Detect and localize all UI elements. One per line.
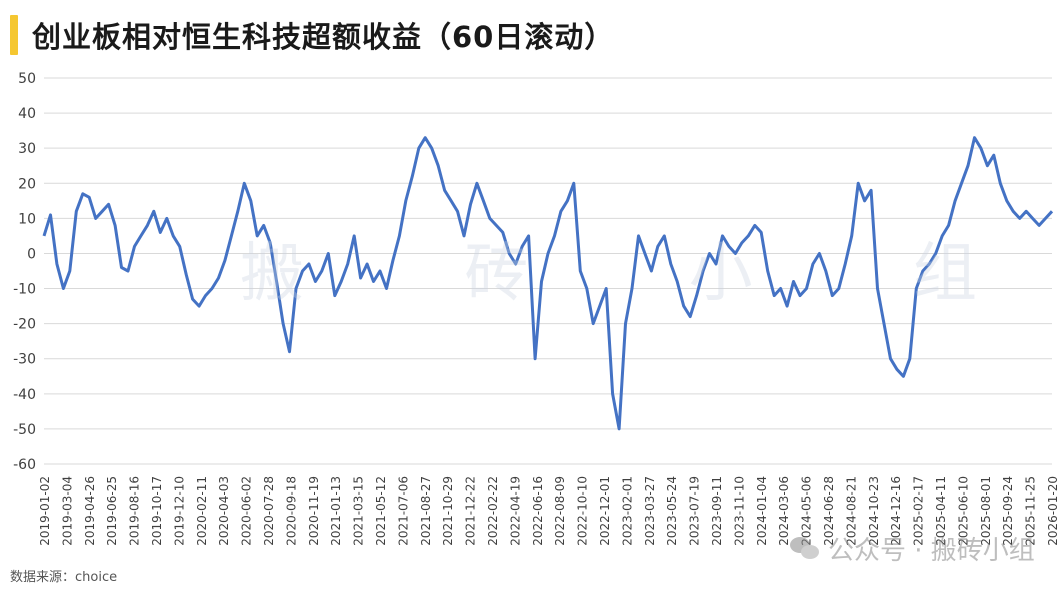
x-tick-label: 2024-06-28 [822,476,836,546]
x-tick-label: 2022-02-22 [486,476,500,546]
x-tick-label: 2022-06-16 [531,476,545,546]
wechat-icon [790,536,820,561]
y-tick-label: 50 [18,71,36,87]
x-tick-label: 2019-04-26 [83,476,97,546]
x-tick-label: 2024-10-23 [867,476,881,546]
x-tick-label: 2020-06-02 [240,476,254,546]
x-tick-label: 2025-11-25 [1024,476,1038,546]
x-tick-label: 2019-10-17 [150,476,164,546]
x-tick-label: 2019-03-04 [60,476,74,546]
chart-title: 创业板相对恒生科技超额收益（60日滚动） [32,20,615,54]
x-tick-label: 2026-01-20 [1046,476,1060,546]
x-tick-label: 2021-07-06 [396,476,410,546]
title-bar: 创业板相对恒生科技超额收益（60日滚动） [10,14,614,56]
x-tick-label: 2024-08-21 [844,476,858,546]
x-tick-label: 2021-01-13 [329,476,343,546]
x-tick-label: 2023-11-10 [732,476,746,546]
x-tick-label: 2021-05-12 [374,476,388,546]
x-tick-label: 2022-10-10 [576,476,590,546]
series-line [42,136,1054,431]
x-tick-label: 2022-08-09 [553,476,567,546]
x-tick-label: 2023-02-01 [620,476,634,546]
x-tick-label: 2023-09-11 [710,476,724,546]
x-tick-label: 2022-12-01 [598,476,612,546]
x-tick-label: 2023-05-24 [665,476,679,546]
y-tick-label: 20 [18,176,36,192]
x-tick-label: 2023-07-19 [688,476,702,546]
x-tick-label: 2020-02-11 [195,476,209,546]
y-tick-label: -40 [13,387,36,403]
data-source-note: 数据来源：choice [10,570,118,585]
x-tick-label: 2020-09-18 [284,476,298,546]
x-tick-label: 2020-11-19 [307,476,321,546]
x-tick-label: 2020-04-03 [217,476,231,546]
y-tick-label: -20 [13,317,36,333]
x-tick-label: 2019-08-16 [128,476,142,546]
x-tick-label: 2019-06-25 [105,476,119,546]
x-tick-label: 2021-08-27 [419,476,433,546]
x-tick-label: 2025-08-01 [979,476,993,546]
corner-watermark: 公众号 · 搬砖小组 [790,530,1035,567]
x-tick-label: 2024-01-04 [755,476,769,546]
x-tick-label: 2023-03-27 [643,476,657,546]
y-tick-label: 30 [18,141,36,157]
y-tick-label: 40 [18,106,36,122]
x-tick-label: 2025-02-17 [912,476,926,546]
y-tick-label: -10 [13,282,36,298]
x-tick-label: 2019-01-02 [38,476,52,546]
y-tick-label: 10 [18,211,36,227]
x-tick-label: 2021-12-22 [464,476,478,546]
corner-watermark-text: 公众号 · 搬砖小组 [828,536,1035,566]
x-tick-label: 2024-03-06 [777,476,791,546]
x-tick-label: 2019-12-10 [172,476,186,546]
x-tick-label: 2025-06-10 [956,476,970,546]
title-accent-bar [10,15,18,55]
x-tick-label: 2021-03-15 [352,476,366,546]
x-tick-label: 2025-09-24 [1001,476,1015,546]
x-tick-label: 2020-07-28 [262,476,276,546]
x-tick-label: 2021-10-29 [441,476,455,546]
y-tick-label: -50 [13,422,36,438]
x-tick-label: 2024-05-06 [800,476,814,546]
x-tick-label: 2022-04-19 [508,476,522,546]
y-tick-label: 0 [27,246,36,262]
x-tick-label: 2024-12-16 [889,476,903,546]
y-tick-label: -30 [13,352,36,368]
x-tick-label: 2025-04-11 [934,476,948,546]
y-tick-label: -60 [13,457,36,473]
